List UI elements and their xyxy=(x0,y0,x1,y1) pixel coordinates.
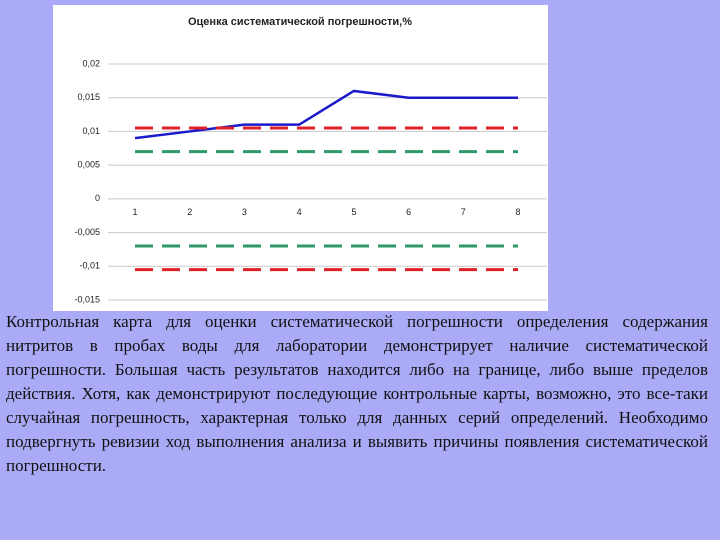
chart: Оценка систематической погрешности,% 0,0… xyxy=(53,5,548,311)
x-tick-label: 8 xyxy=(515,207,520,217)
data-line xyxy=(134,89,518,140)
y-tick-label: -0,015 xyxy=(74,294,100,304)
x-tick-label: 6 xyxy=(406,207,411,217)
y-tick-label: 0,005 xyxy=(77,160,100,170)
x-tick-label: 3 xyxy=(242,207,247,217)
x-tick-label: 1 xyxy=(132,207,137,217)
y-tick-label: 0,015 xyxy=(77,92,100,102)
y-tick-label: -0,005 xyxy=(74,227,100,237)
chart-title: Оценка систематической погрешности,% xyxy=(188,16,412,28)
caption: Контрольная карта для оценки систематиче… xyxy=(6,312,708,475)
y-tick-label: 0,01 xyxy=(82,126,100,136)
y-tick-label: 0,02 xyxy=(82,58,100,68)
x-tick-label: 5 xyxy=(351,207,356,217)
x-tick-label: 7 xyxy=(461,207,466,217)
y-tick-label: -0,01 xyxy=(79,261,100,271)
x-tick-label: 2 xyxy=(187,207,192,217)
x-tick-label: 4 xyxy=(297,207,302,217)
y-tick-label: 0 xyxy=(95,193,100,203)
chart-background xyxy=(53,5,548,311)
